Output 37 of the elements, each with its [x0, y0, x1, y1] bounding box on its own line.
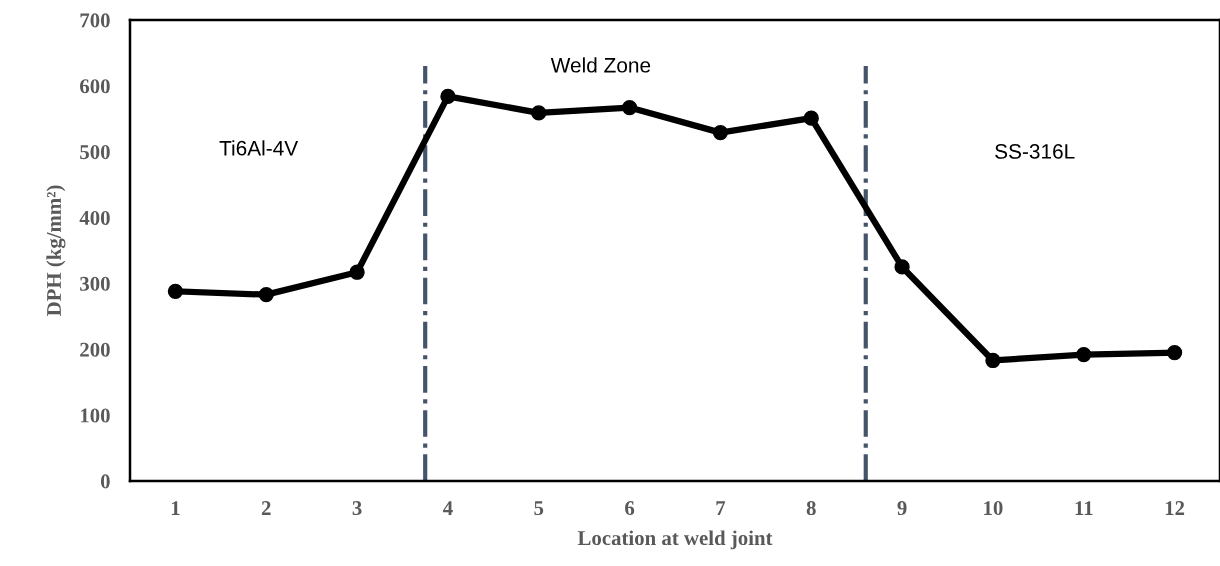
x-tick-label: 7	[716, 501, 726, 515]
x-tick-label: 3	[352, 501, 362, 516]
point	[803, 110, 819, 126]
x-tick-label: 12	[1165, 501, 1185, 515]
x-tick-label: 5	[534, 501, 544, 516]
annotation: SS-316L	[995, 144, 1075, 159]
point	[712, 124, 729, 141]
point	[531, 105, 547, 121]
y-tick-label: 200	[80, 342, 110, 357]
x-tick-label: 9	[897, 501, 907, 516]
x-tick-label: 4	[442, 501, 453, 515]
y-tick-label: 300	[80, 276, 110, 291]
point	[258, 286, 274, 303]
x-tick-label: 2	[261, 501, 271, 515]
x-tick-label: 6	[625, 501, 635, 516]
x-tick-label: 11	[1075, 501, 1093, 515]
y-tick-label: 500	[80, 145, 110, 160]
y-tick-label: 100	[80, 408, 110, 423]
x-tick-label: 8	[806, 501, 816, 516]
annotation: Ti6Al-4V	[219, 140, 299, 156]
point	[894, 259, 910, 275]
y-axis-title: DPH (kg/mm²)	[46, 185, 66, 317]
x-tick-label: 1	[171, 501, 180, 515]
point	[167, 283, 184, 299]
y-tick-label: 0	[100, 474, 110, 489]
point	[1076, 346, 1092, 363]
point	[349, 264, 365, 280]
y-tick-label: 400	[79, 210, 110, 225]
annotation: Weld Zone	[550, 57, 651, 73]
x-axis-title: Location at weld joint	[577, 530, 773, 550]
point	[1166, 344, 1183, 361]
y-tick-label: 700	[80, 13, 110, 28]
point	[621, 99, 638, 116]
x-tick-label: 10	[984, 501, 1003, 516]
y-tick-label: 600	[80, 79, 110, 94]
point	[985, 352, 1001, 369]
point	[440, 88, 456, 105]
